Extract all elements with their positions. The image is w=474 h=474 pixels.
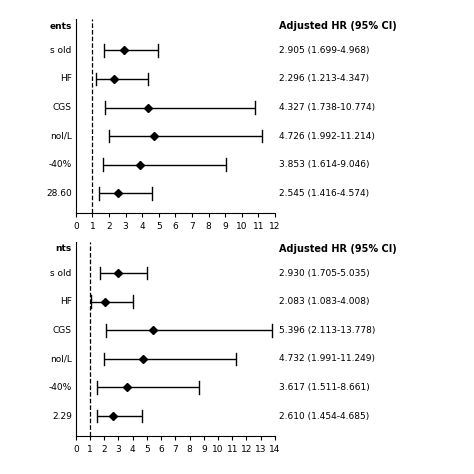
Text: ents: ents: [49, 22, 72, 31]
Text: nol/L: nol/L: [50, 132, 72, 141]
Text: 3.853 (1.614-9.046): 3.853 (1.614-9.046): [279, 160, 369, 169]
Text: 2.610 (1.454-4.685): 2.610 (1.454-4.685): [279, 411, 369, 420]
Text: CGS: CGS: [53, 326, 72, 335]
Text: Adjusted HR (95% CI): Adjusted HR (95% CI): [279, 244, 397, 254]
Text: nol/L: nol/L: [50, 355, 72, 364]
Text: -40%: -40%: [49, 160, 72, 169]
Text: 3.617 (1.511-8.661): 3.617 (1.511-8.661): [279, 383, 370, 392]
Text: 2.905 (1.699-4.968): 2.905 (1.699-4.968): [279, 46, 369, 55]
Text: nts: nts: [55, 245, 72, 254]
Text: 2.930 (1.705-5.035): 2.930 (1.705-5.035): [279, 269, 370, 278]
Text: 4.726 (1.992-11.214): 4.726 (1.992-11.214): [279, 132, 375, 141]
Text: 4.732 (1.991-11.249): 4.732 (1.991-11.249): [279, 355, 375, 364]
Text: 2.083 (1.083-4.008): 2.083 (1.083-4.008): [279, 297, 369, 306]
Text: 28.60: 28.60: [46, 189, 72, 198]
Text: s old: s old: [51, 269, 72, 278]
Text: HF: HF: [60, 74, 72, 83]
Text: CGS: CGS: [53, 103, 72, 112]
Text: 2.29: 2.29: [52, 411, 72, 420]
Text: 2.545 (1.416-4.574): 2.545 (1.416-4.574): [279, 189, 369, 198]
Text: -40%: -40%: [49, 383, 72, 392]
Text: s old: s old: [51, 46, 72, 55]
Text: Adjusted HR (95% CI): Adjusted HR (95% CI): [279, 21, 397, 31]
Text: 5.396 (2.113-13.778): 5.396 (2.113-13.778): [279, 326, 375, 335]
Text: 4.327 (1.738-10.774): 4.327 (1.738-10.774): [279, 103, 375, 112]
Text: HF: HF: [60, 297, 72, 306]
Text: 2.296 (1.213-4.347): 2.296 (1.213-4.347): [279, 74, 369, 83]
